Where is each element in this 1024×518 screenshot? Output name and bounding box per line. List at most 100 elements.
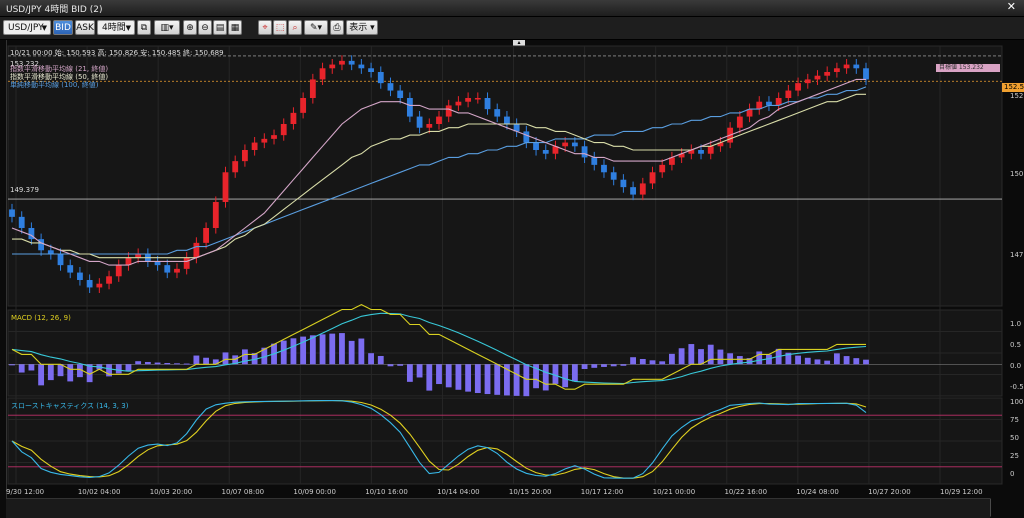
candle-body [280,124,287,136]
macd-histogram-bar [833,353,840,365]
macd-histogram-bar [319,334,326,365]
candle-body [785,90,792,98]
sma100-legend[interactable]: 単純移動平均線 (100, 終値) [10,81,99,89]
candle-body [174,268,180,273]
macd-histogram-bar [18,364,25,373]
stoch-k-line [11,400,867,479]
candle-body [504,116,510,124]
search-icon[interactable]: ⌕ [288,20,302,35]
stoch-label: スローストキャスティクス (14, 3, 3) [11,402,129,410]
pencil-icon[interactable]: ✎▾ [304,20,328,35]
draw-icon[interactable]: ⬚ [273,20,287,35]
candle-body [86,280,93,288]
candle-body [494,109,501,117]
target-tag: 目標値 153.232 [936,64,1000,72]
display-label: 表示 [349,23,368,33]
time-axis-label: 10/07 08:00 [221,488,265,496]
macd-histogram-bar [455,364,462,390]
candle-body [804,79,811,84]
macd-histogram-bar [9,364,15,366]
macd-histogram-bar [426,364,433,391]
macd-histogram-bar [494,364,501,395]
candle-body [688,150,695,154]
stoch-axis-label: 75 [1010,416,1019,424]
time-axis-label: 10/22 16:00 [724,488,768,496]
macd-histogram-bar [678,348,685,365]
time-axis-label: 10/29 12:00 [940,488,983,496]
candle-body [348,60,355,65]
candle-body [38,239,45,251]
macd-axis-label: 1.0 [1010,320,1022,328]
chevron-down-icon: ▼ [41,24,47,32]
macd-histogram-bar [174,363,180,365]
candle-body [397,90,404,98]
navigator-scrollbar[interactable] [6,498,990,518]
zoom-in-icon[interactable]: ⊕ [183,20,197,35]
candle-body [212,202,219,228]
ema21-legend[interactable]: 指数平滑移動平均線 (21, 終値) [10,65,109,73]
candle-body [135,254,142,258]
time-axis-label: 10/21 00:00 [652,488,696,496]
macd-histogram-bar [377,355,384,365]
copy-icon[interactable]: ⧉ [137,20,151,35]
macd-histogram-bar [484,364,491,395]
chart-area[interactable] [6,40,1007,517]
grid-icon[interactable]: ▦ [228,20,242,35]
macd-histogram-bar [300,336,307,365]
candle-body [717,142,724,147]
print-icon[interactable]: ⎙ [330,20,344,35]
close-icon[interactable]: ✕ [1006,0,1016,13]
candle-body [339,60,345,65]
macd-histogram-bar [474,364,481,394]
candle-body [329,64,336,69]
timeframe-select[interactable]: 4時間 ▼ [97,20,135,35]
toolbar: USD/JPY ▼ BID ASK 4時間 ▼ ⧉ ▥▾ ⊕ ⊖ ▤ ▦ ⌖ ⬚ ⌕… [0,17,1024,40]
macd-axis-label: 0.5 [1010,341,1022,349]
candle-body [863,68,869,80]
macd-histogram-bar [86,364,93,383]
candle-body [222,172,229,202]
macd-histogram-bar [523,364,530,397]
macd-histogram-bar [853,358,860,365]
stoch-axis-label: 0 [1010,470,1015,478]
macd-histogram-bar [57,364,64,377]
candle-body [106,276,112,284]
macd-histogram-bar [67,364,74,382]
macd-histogram-bar [542,364,549,391]
window-titlebar: USD/JPY 4時間 BID (2) ✕ [0,0,1024,17]
macd-histogram-bar [659,361,666,365]
current-price-tag: 152.5 [1002,83,1024,92]
candle-body [639,183,646,195]
candle-body [232,161,239,173]
candle-body [261,138,268,143]
display-menu-button[interactable]: 表示 ▾ [346,20,378,35]
hline-label: 149.379 [10,186,39,194]
time-axis-label: 10/14 04:00 [437,488,480,496]
candle-body [203,228,210,243]
bid-button[interactable]: BID [53,20,73,35]
ema50-legend[interactable]: 指数平滑移動平均線 (50, 終値) [10,73,109,81]
cursor-icon[interactable]: ⌖ [258,20,272,35]
macd-histogram-bar [290,338,297,365]
macd-histogram-bar [552,364,559,384]
candle-body [542,150,549,154]
candle-body [620,179,627,188]
price-axis-label: 152.5 [1010,92,1024,100]
symbol-select[interactable]: USD/JPY ▼ [3,20,51,35]
chart-type-icon[interactable]: ▥▾ [154,20,180,35]
macd-histogram-bar [746,358,753,365]
ask-button[interactable]: ASK [75,20,95,35]
macd-histogram-bar [591,364,598,368]
macd-histogram-bar [707,344,714,365]
time-axis-label: 9/30 12:00 [6,488,45,496]
collapse-icon[interactable]: ▴ [513,40,525,46]
candle-body [474,98,481,100]
zoom-out-icon[interactable]: ⊖ [198,20,212,35]
layout-icon[interactable]: ▤ [213,20,227,35]
stoch-axis-label: 100 [1010,398,1024,406]
macd-histogram-bar [115,364,122,374]
candle-body [601,164,607,173]
time-axis-label: 10/27 20:00 [868,488,911,496]
candle-body [241,150,248,162]
